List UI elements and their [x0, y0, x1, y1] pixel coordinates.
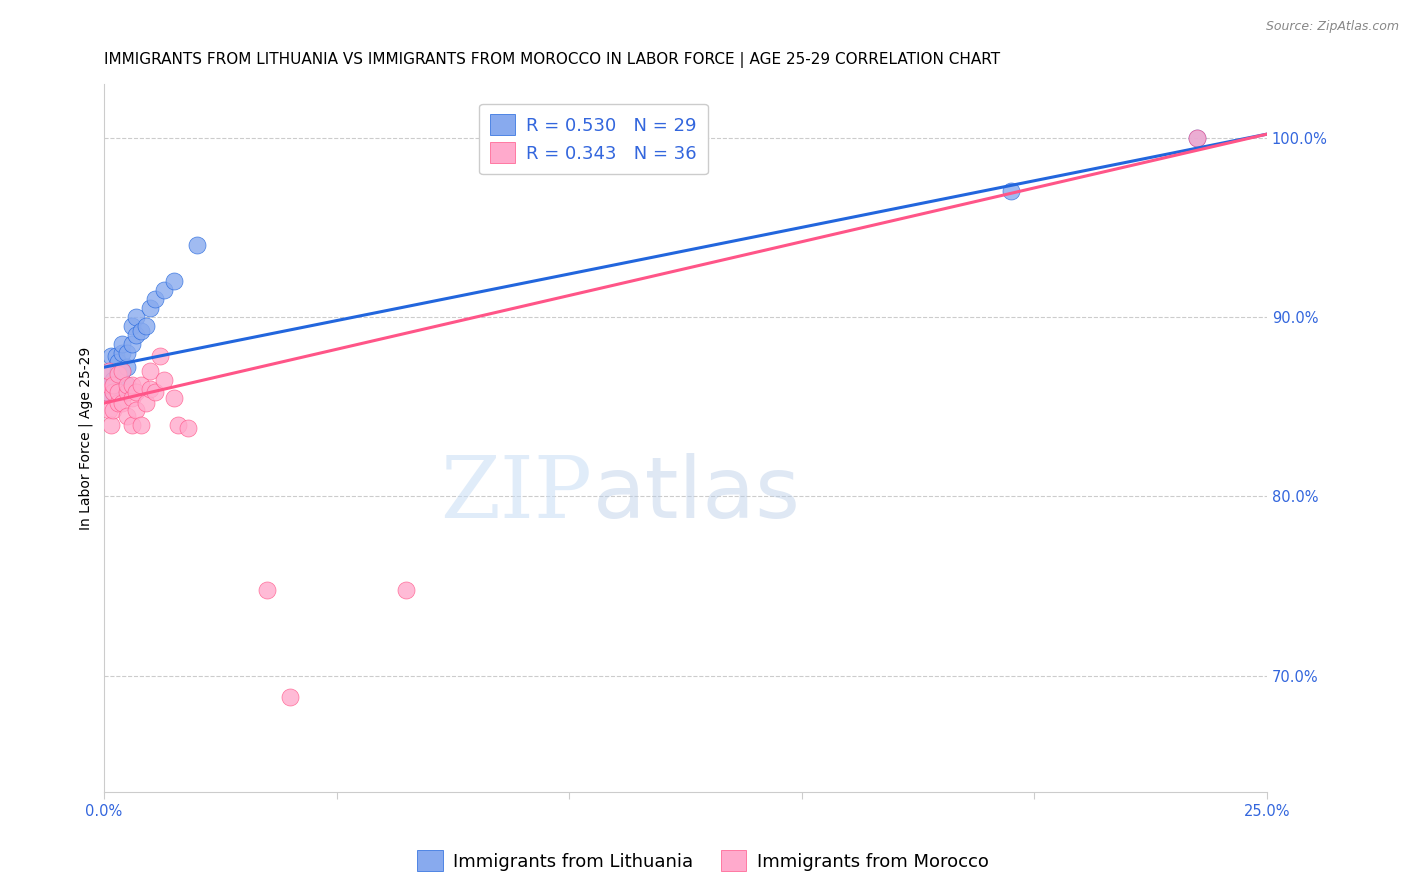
Point: [135, 318, 157, 333]
Point: [115, 378, 138, 392]
Point: [107, 385, 129, 400]
Point: [103, 373, 125, 387]
Point: [115, 409, 138, 423]
Point: [163, 391, 186, 405]
Point: [125, 310, 148, 324]
Point: [153, 373, 176, 387]
Point: [107, 385, 129, 400]
Point: [125, 403, 148, 417]
Point: [135, 396, 157, 410]
Point: [103, 385, 125, 400]
Point: [100, 417, 122, 432]
Point: [97, 364, 120, 378]
Legend: R = 0.530   N = 29, R = 0.343   N = 36: R = 0.530 N = 29, R = 0.343 N = 36: [479, 103, 707, 174]
Point: [143, 385, 166, 400]
Point: [107, 355, 129, 369]
Point: [103, 403, 125, 417]
Point: [176, 421, 198, 435]
Point: [115, 378, 138, 392]
Point: [97, 378, 120, 392]
Point: [121, 417, 143, 432]
Point: [104, 350, 127, 364]
Point: [139, 364, 162, 378]
Y-axis label: In Labor Force | Age 25-29: In Labor Force | Age 25-29: [79, 346, 93, 530]
Point: [96, 385, 118, 400]
Point: [97, 403, 120, 417]
Point: [167, 417, 190, 432]
Point: [1000, 185, 1022, 199]
Point: [115, 346, 138, 360]
Text: atlas: atlas: [592, 453, 800, 536]
Point: [129, 324, 152, 338]
Point: [103, 385, 125, 400]
Point: [153, 283, 176, 297]
Point: [100, 350, 122, 364]
Point: [121, 318, 143, 333]
Point: [143, 292, 166, 306]
Point: [163, 274, 186, 288]
Point: [129, 417, 152, 432]
Point: [103, 378, 125, 392]
Point: [111, 346, 134, 360]
Point: [278, 690, 301, 705]
Legend: Immigrants from Lithuania, Immigrants from Morocco: Immigrants from Lithuania, Immigrants fr…: [411, 843, 995, 879]
Point: [121, 337, 143, 351]
Point: [97, 364, 120, 378]
Point: [121, 391, 143, 405]
Point: [1185, 130, 1208, 145]
Point: [139, 382, 162, 396]
Point: [107, 364, 129, 378]
Point: [256, 582, 278, 597]
Point: [97, 378, 120, 392]
Point: [115, 360, 138, 375]
Point: [115, 385, 138, 400]
Point: [125, 385, 148, 400]
Point: [139, 301, 162, 315]
Point: [395, 582, 418, 597]
Point: [149, 350, 172, 364]
Point: [111, 337, 134, 351]
Text: ZIP: ZIP: [440, 453, 592, 536]
Point: [125, 328, 148, 343]
Point: [186, 238, 208, 252]
Point: [96, 385, 118, 400]
Point: [111, 364, 134, 378]
Point: [107, 368, 129, 382]
Text: IMMIGRANTS FROM LITHUANIA VS IMMIGRANTS FROM MOROCCO IN LABOR FORCE | AGE 25-29 : IMMIGRANTS FROM LITHUANIA VS IMMIGRANTS …: [104, 53, 1000, 69]
Point: [129, 378, 152, 392]
Point: [107, 396, 129, 410]
Text: Source: ZipAtlas.com: Source: ZipAtlas.com: [1265, 20, 1399, 33]
Point: [111, 396, 134, 410]
Point: [111, 364, 134, 378]
Point: [1185, 130, 1208, 145]
Point: [121, 378, 143, 392]
